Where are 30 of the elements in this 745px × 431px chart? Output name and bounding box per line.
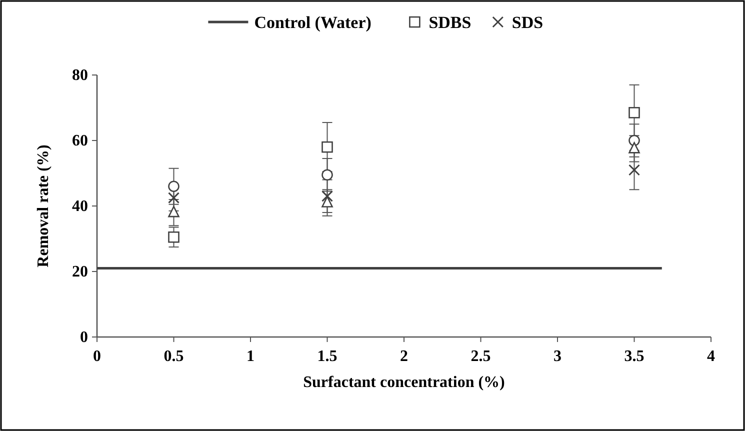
- point: [322, 141, 333, 153]
- point: [168, 206, 180, 218]
- x-tick-label: 2.5: [470, 348, 491, 365]
- point: [628, 142, 640, 154]
- y-tick-label: 80: [72, 67, 88, 84]
- x-tick-label: 0: [93, 348, 101, 365]
- x-tick-label: 2: [400, 348, 408, 365]
- point: [628, 164, 640, 176]
- point: [322, 169, 333, 181]
- y-tick-label: 0: [80, 329, 88, 346]
- legend-label: SDBS: [428, 13, 472, 32]
- x-axis-title: Surfactant concentration (%): [303, 374, 505, 391]
- x-tick-label: 3: [554, 348, 562, 365]
- point: [322, 196, 333, 208]
- legend-label: SDS: [512, 13, 544, 32]
- x-tick-label: 4: [707, 348, 715, 365]
- y-tick-label: 20: [72, 264, 88, 280]
- point: [628, 107, 640, 118]
- x-tick-label: 0.5: [164, 348, 184, 365]
- x-tick-label: 1: [246, 348, 254, 365]
- point: [168, 231, 180, 243]
- point: [168, 180, 180, 192]
- x-tick-label: 3.5: [624, 348, 644, 365]
- y-tick-label: 60: [72, 132, 88, 150]
- y-axis-title: Removal rate (%): [35, 144, 52, 268]
- x-tick-label: 1.5: [317, 348, 338, 365]
- y-tick-label: 40: [72, 198, 88, 215]
- point: [322, 190, 333, 202]
- legend-label: Control (Water): [254, 13, 372, 32]
- point: [168, 192, 180, 204]
